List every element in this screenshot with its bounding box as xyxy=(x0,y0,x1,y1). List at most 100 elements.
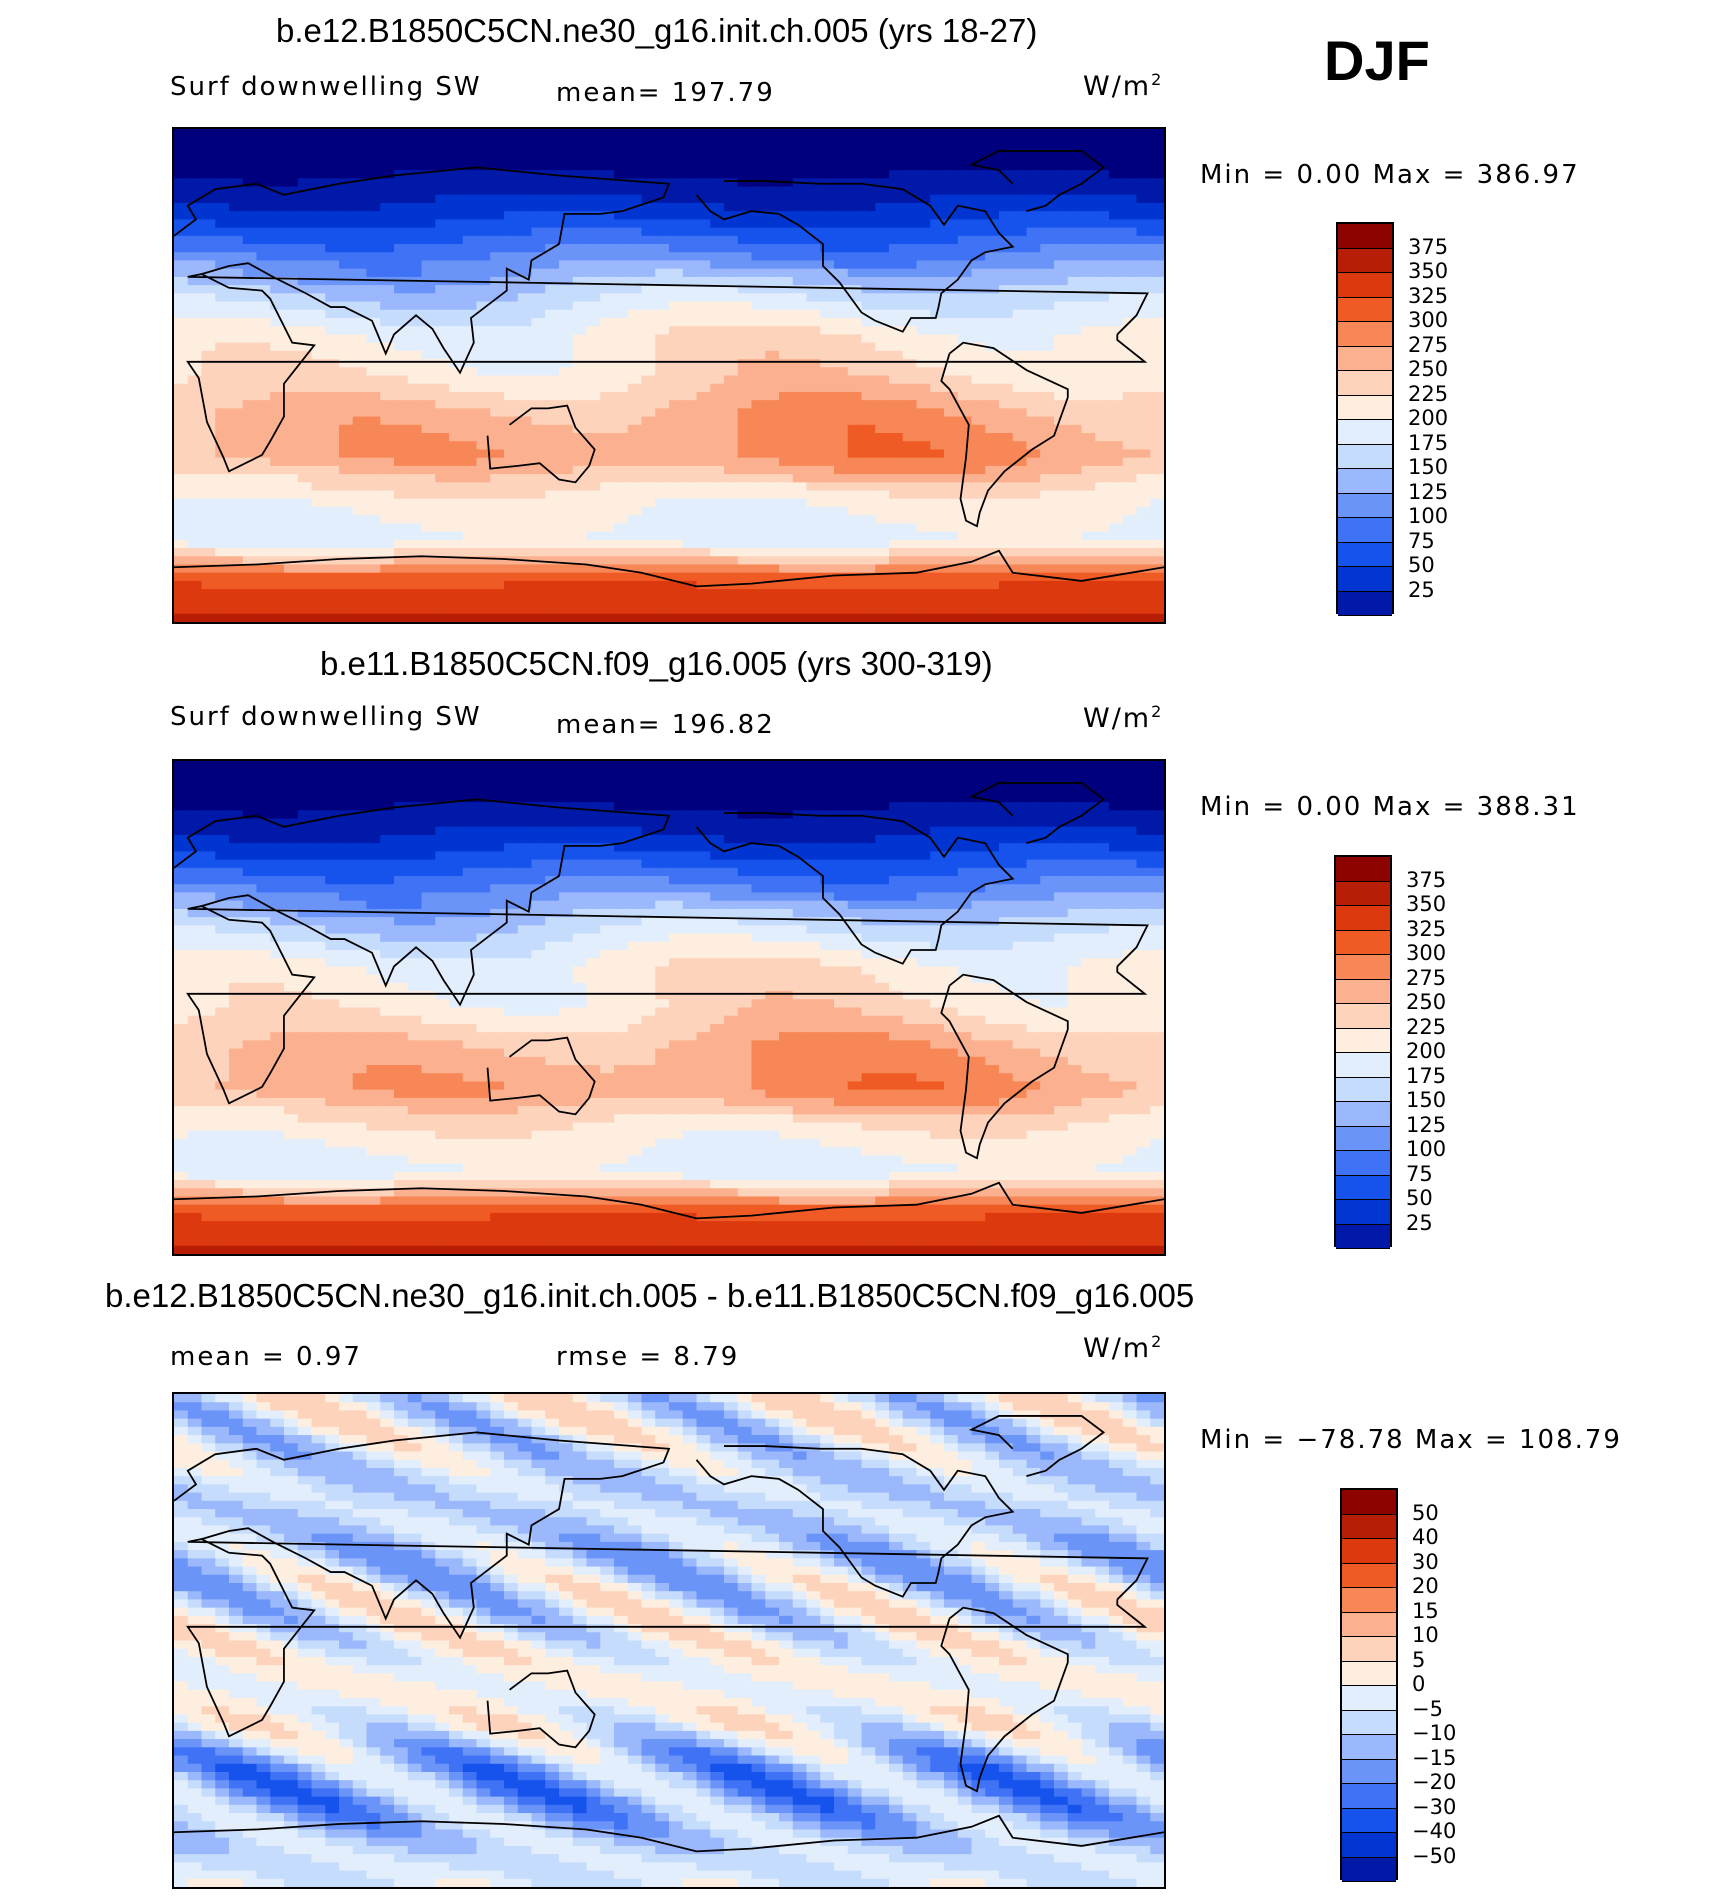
heatmap-cell xyxy=(394,211,409,220)
heatmap-cell xyxy=(710,293,725,303)
heatmap-cell xyxy=(696,482,711,492)
heatmap-cell xyxy=(1122,490,1138,500)
heatmap-cell xyxy=(1122,515,1138,524)
heatmap-cell xyxy=(998,416,1014,426)
heatmap-cell xyxy=(407,465,423,475)
heatmap-cell xyxy=(1109,490,1124,500)
heatmap-cell xyxy=(682,802,698,811)
heatmap-cell xyxy=(971,350,986,360)
heatmap-cell xyxy=(696,211,711,220)
heatmap-cell xyxy=(998,785,1014,795)
heatmap-cell xyxy=(283,186,299,196)
heatmap-cell xyxy=(902,474,918,483)
heatmap-cell xyxy=(448,818,464,828)
heatmap-cell xyxy=(1150,605,1164,615)
heatmap-cell xyxy=(1054,383,1069,393)
heatmap-cell xyxy=(723,317,739,327)
heatmap-cell xyxy=(215,408,230,418)
heatmap-cell xyxy=(1054,539,1069,549)
heatmap-cell xyxy=(297,433,313,442)
heatmap-cell xyxy=(366,818,381,828)
heatmap-cell xyxy=(600,309,615,319)
heatmap-cell xyxy=(421,777,436,787)
heatmap-cell xyxy=(559,194,574,204)
heatmap-cell xyxy=(435,252,450,262)
heatmap-cell xyxy=(985,474,1000,483)
heatmap-cell xyxy=(215,252,230,262)
heatmap-cell xyxy=(834,515,849,524)
heatmap-cell xyxy=(201,506,216,516)
heatmap-cell xyxy=(655,531,670,541)
heatmap-cell xyxy=(600,129,615,138)
heatmap-cell xyxy=(256,523,271,533)
heatmap-cell xyxy=(1122,293,1138,303)
heatmap-cell xyxy=(435,441,450,451)
heatmap-cell xyxy=(174,202,189,212)
heatmap-cell xyxy=(1026,211,1041,220)
heatmap-cell xyxy=(737,244,753,253)
heatmap-cell xyxy=(1122,498,1138,508)
heatmap-cell xyxy=(325,334,340,344)
heatmap-cell xyxy=(1122,367,1138,377)
heatmap-cell xyxy=(710,317,725,327)
heatmap-cell xyxy=(1081,556,1096,566)
heatmap-cell xyxy=(476,408,491,418)
heatmap-cell xyxy=(476,777,491,787)
heatmap-cell xyxy=(559,465,574,475)
heatmap-cell xyxy=(448,416,464,426)
heatmap-cell xyxy=(1150,539,1164,549)
heatmap-cell xyxy=(256,572,271,582)
heatmap-cell xyxy=(228,301,244,311)
heatmap-cell xyxy=(1109,244,1124,253)
heatmap-cell xyxy=(407,178,423,188)
heatmap-cell xyxy=(380,498,395,508)
heatmap-cell xyxy=(256,235,271,245)
heatmap-cell xyxy=(394,474,409,483)
heatmap-cell xyxy=(366,506,381,516)
heatmap-cell xyxy=(503,317,519,327)
heatmap-cell xyxy=(682,564,698,574)
heatmap-cell xyxy=(834,572,849,582)
heatmap-cell xyxy=(366,285,381,294)
heatmap-cell xyxy=(1026,145,1041,155)
heatmap-cell xyxy=(778,785,794,795)
heatmap-cell xyxy=(517,548,533,557)
heatmap-cell xyxy=(283,777,299,787)
heatmap-cell xyxy=(1150,408,1164,418)
heatmap-cell xyxy=(503,170,519,179)
heatmap-cell xyxy=(572,818,588,828)
heatmap-cell xyxy=(1122,391,1138,401)
heatmap-cell xyxy=(174,826,189,836)
heatmap-cell xyxy=(421,556,436,566)
heatmap-cell xyxy=(820,580,835,590)
heatmap-cell xyxy=(517,802,533,811)
heatmap-cell xyxy=(723,589,739,598)
heatmap-cell xyxy=(1122,580,1138,590)
heatmap-cell xyxy=(531,515,546,524)
heatmap-cell xyxy=(297,482,313,492)
heatmap-cell xyxy=(943,244,959,253)
heatmap-cell xyxy=(187,433,203,442)
heatmap-cell xyxy=(1040,769,1055,779)
heatmap-cell xyxy=(902,490,918,500)
heatmap-cell xyxy=(531,490,546,500)
heatmap-cell xyxy=(847,391,863,401)
heatmap-cell xyxy=(421,802,436,811)
heatmap-cell xyxy=(971,244,986,253)
heatmap-cell xyxy=(751,769,766,779)
heatmap-cell xyxy=(572,202,588,212)
heatmap-cell xyxy=(1122,342,1138,352)
heatmap-cell xyxy=(435,531,450,541)
heatmap-cell xyxy=(283,474,299,483)
heatmap-cell xyxy=(352,548,368,557)
heatmap-cell xyxy=(174,227,189,237)
heatmap-cell xyxy=(655,482,670,492)
heatmap-cell xyxy=(655,539,670,549)
heatmap-cell xyxy=(201,556,216,566)
heatmap-cell xyxy=(710,170,725,179)
heatmap-cell xyxy=(1012,350,1028,360)
heatmap-cell xyxy=(1081,170,1096,179)
heatmap-cell xyxy=(806,818,821,828)
heatmap-cell xyxy=(228,580,244,590)
heatmap-cell xyxy=(545,498,560,508)
